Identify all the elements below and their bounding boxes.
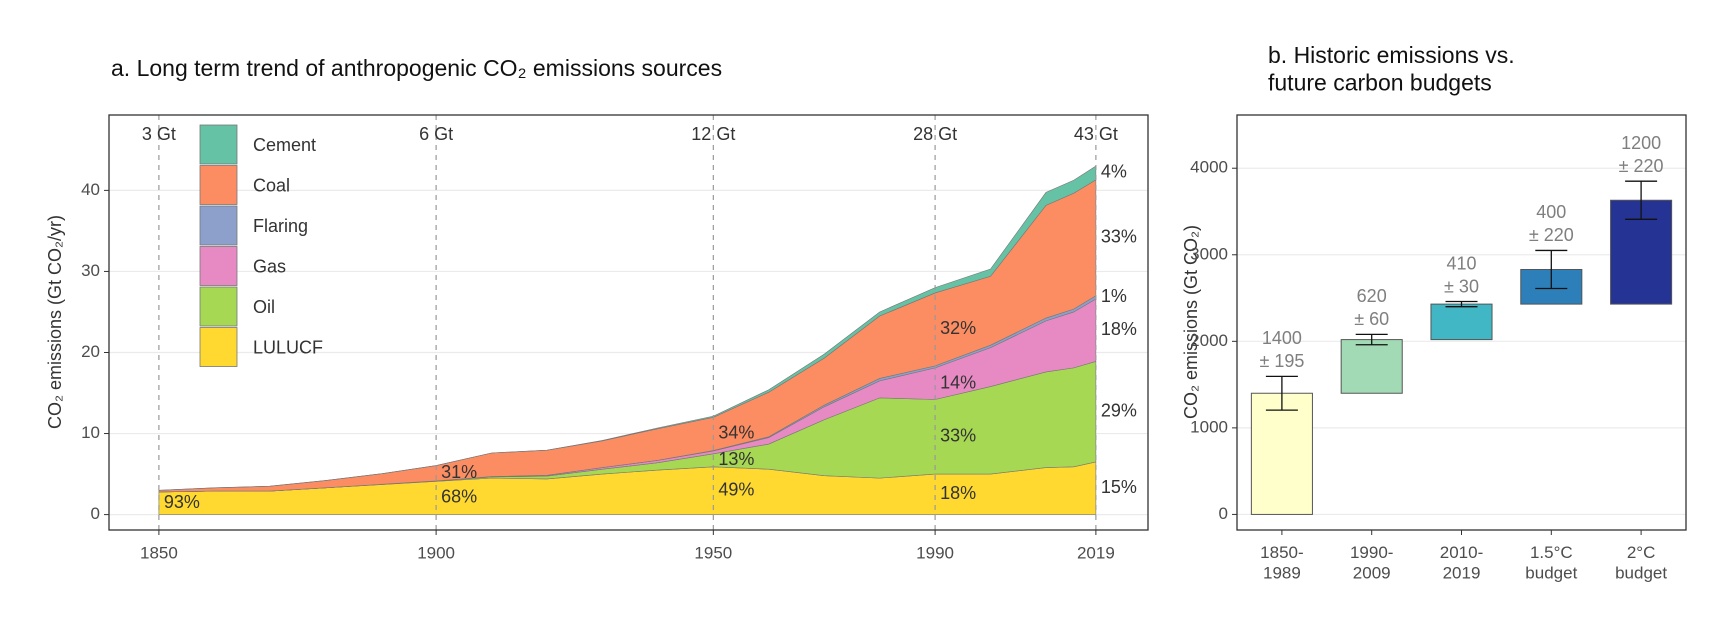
y-axis-label: CO₂ emissions (Gt CO₂) (1181, 225, 1201, 419)
share-label: 15% (1101, 477, 1137, 497)
bar (1340, 339, 1403, 394)
x-tick-label: 1990-2009 (1350, 543, 1393, 582)
x-tick-label: 1850-1989 (1260, 543, 1303, 582)
legend-swatch (199, 327, 238, 367)
legend-label: Coal (253, 175, 290, 195)
y-tick-label: 1000 (1190, 417, 1228, 436)
x-tick-label: 1950 (694, 543, 732, 562)
legend-label: Flaring (253, 216, 308, 236)
y-tick-label: 0 (1219, 504, 1228, 523)
legend-swatch (199, 124, 238, 165)
share-label: 49% (718, 479, 754, 499)
share-label: 18% (940, 483, 976, 503)
legend-label: Gas (253, 256, 286, 276)
x-tick-label: 2019 (1077, 543, 1115, 562)
error-label: ± 220 (1619, 156, 1664, 176)
legend-label: Cement (253, 135, 316, 155)
marker-total-label: 12 Gt (691, 124, 735, 144)
x-tick-label: 1.5°C budget (1525, 543, 1577, 582)
share-label: 93% (164, 492, 200, 512)
error-label: ± 195 (1259, 351, 1304, 371)
share-label: 33% (940, 426, 976, 446)
error-label: ± 220 (1529, 225, 1574, 245)
bar (1250, 392, 1313, 515)
x-tick-label: 1900 (417, 543, 455, 562)
y-tick-label: 0 (91, 504, 100, 523)
plot-frame (1236, 114, 1687, 531)
value-label: 1200 (1621, 133, 1661, 153)
legend-swatch (199, 286, 238, 327)
error-bar (1535, 249, 1568, 290)
value-label: 410 (1446, 253, 1476, 273)
share-label: 14% (940, 372, 976, 392)
y-tick-label: 3000 (1190, 244, 1228, 263)
x-tick-label: 2°C budget (1615, 543, 1667, 582)
legend-swatch (199, 205, 238, 246)
marker-total-label: 28 Gt (913, 124, 957, 144)
area (158, 165, 1097, 491)
bar (1430, 303, 1493, 341)
share-label: 31% (441, 462, 477, 482)
value-label: 400 (1536, 202, 1566, 222)
share-label: 68% (441, 487, 477, 507)
x-tick-label: 1990 (916, 543, 954, 562)
share-label: 18% (1101, 319, 1137, 339)
legend-swatch (199, 246, 238, 286)
share-label: 13% (718, 449, 754, 469)
x-tick-label: 2010-2019 (1440, 543, 1483, 582)
y-tick-label: 4000 (1190, 158, 1228, 177)
x-tick-label: 1850 (140, 543, 178, 562)
error-label: ± 30 (1444, 276, 1479, 296)
y-tick-label: 20 (81, 342, 100, 361)
plot-frame (108, 114, 1149, 531)
legend-label: LULUCF (253, 337, 323, 357)
y-tick-label: 30 (81, 261, 100, 280)
y-tick-label: 40 (81, 180, 100, 199)
chart-a-title: a. Long term trend of anthropogenic CO₂ … (111, 55, 722, 81)
value-label: 620 (1357, 286, 1387, 306)
marker-total-label: 6 Gt (419, 124, 453, 144)
legend-swatch (199, 165, 238, 205)
y-tick-label: 10 (81, 423, 100, 442)
share-label: 4% (1101, 162, 1127, 182)
share-label: 29% (1101, 400, 1137, 420)
chart-b-title: b. Historic emissions vs. future carbon b… (1268, 42, 1515, 96)
share-label: 1% (1101, 286, 1127, 306)
error-label: ± 60 (1354, 309, 1389, 329)
legend-label: Oil (253, 297, 275, 317)
share-label: 34% (718, 423, 754, 443)
y-axis-label: CO₂ emissions (Gt CO₂/yr) (45, 215, 65, 429)
share-label: 33% (1101, 227, 1137, 247)
marker-total-label: 43 Gt (1074, 124, 1118, 144)
share-label: 32% (940, 318, 976, 338)
error-bar (1445, 300, 1478, 308)
error-bar (1625, 180, 1658, 220)
error-bar (1265, 375, 1298, 411)
marker-total-label: 3 Gt (142, 124, 176, 144)
y-tick-label: 2000 (1190, 331, 1228, 350)
error-bar (1355, 333, 1388, 346)
value-label: 1400 (1262, 328, 1302, 348)
